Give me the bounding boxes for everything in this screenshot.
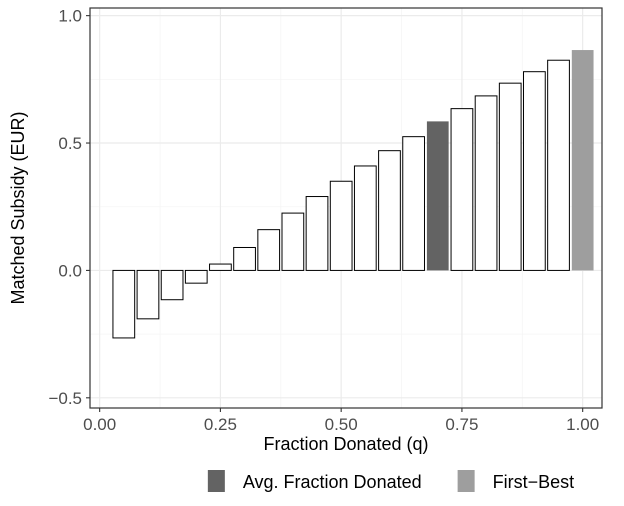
plot-panel-border <box>89 7 603 409</box>
x-tick-label: 0.75 <box>445 415 478 434</box>
axis-ticks <box>86 15 584 412</box>
legend-label-1: Avg. Fraction Donated <box>243 472 422 492</box>
bar-6 <box>233 246 256 271</box>
bars <box>112 50 594 339</box>
bar-9 <box>305 196 329 271</box>
bar-18 <box>523 71 546 271</box>
x-axis-title: Fraction Donated (q) <box>263 434 428 454</box>
x-tick-label: 0.50 <box>325 415 358 434</box>
bar-8 <box>281 212 305 271</box>
legend-key-2 <box>457 470 475 492</box>
bar-5 <box>209 263 232 271</box>
tick-labels: 0.00 0.25 0.50 0.75 1.00 −0.5 0.0 0.5 1.0 <box>48 7 599 434</box>
bar-14 <box>426 121 449 271</box>
y-tick-label: 0.0 <box>58 261 82 280</box>
bar-10 <box>329 180 353 271</box>
bar-11 <box>353 165 377 271</box>
x-tick-label: 1.00 <box>566 415 599 434</box>
bar-20 <box>571 50 594 271</box>
legend: Avg. Fraction Donated First−Best <box>207 470 575 492</box>
y-tick-label: 1.0 <box>58 7 82 26</box>
bar-19 <box>547 59 570 271</box>
bar-3 <box>160 269 184 301</box>
bar-13 <box>402 136 425 271</box>
y-tick-label: 0.5 <box>58 134 82 153</box>
bar-17 <box>498 82 522 271</box>
bar-2 <box>136 269 160 320</box>
x-tick-label: 0.00 <box>83 415 116 434</box>
bar-7 <box>257 229 281 271</box>
legend-label-2: First−Best <box>493 472 575 492</box>
y-tick-label: −0.5 <box>48 389 82 408</box>
bar-15 <box>450 108 474 271</box>
bar-1 <box>112 269 136 339</box>
bar-16 <box>474 95 498 271</box>
y-axis-title: Matched Subsidy (EUR) <box>8 111 28 304</box>
x-tick-label: 0.25 <box>204 415 237 434</box>
legend-key-1 <box>207 470 225 492</box>
bar-4 <box>184 269 208 284</box>
bar-12 <box>378 150 401 271</box>
